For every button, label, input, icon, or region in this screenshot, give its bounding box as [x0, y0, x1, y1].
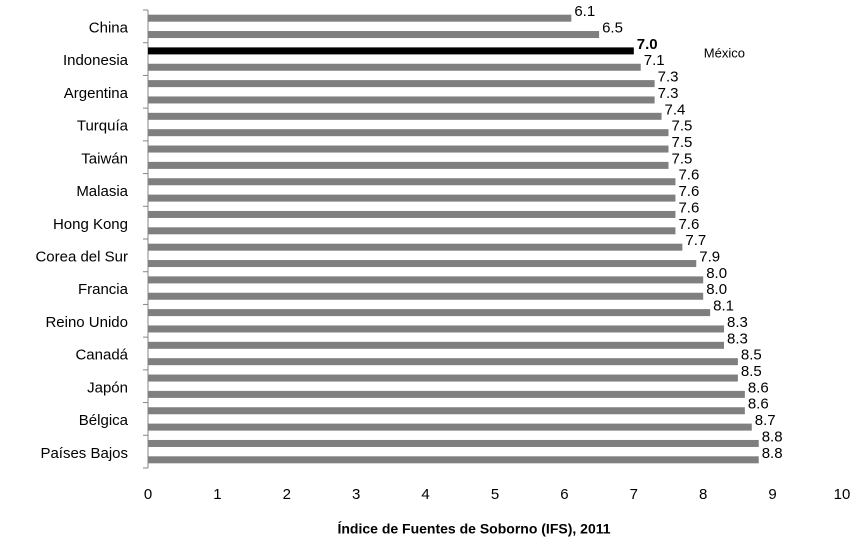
value-label: 7.6 [678, 199, 699, 216]
bar [148, 47, 634, 55]
x-tick-label: 9 [768, 486, 776, 503]
bar [148, 292, 704, 300]
y-tick-label: Canadá [75, 347, 128, 364]
y-tick-label: Bélgica [79, 412, 129, 429]
value-label: 8.5 [741, 363, 762, 380]
bar [148, 260, 697, 268]
value-label: 7.5 [672, 118, 693, 135]
value-label: 7.6 [678, 183, 699, 200]
value-label: 8.0 [706, 281, 727, 298]
bar [148, 80, 655, 88]
value-label: 8.6 [748, 379, 769, 396]
bar [148, 243, 683, 251]
bar [148, 31, 600, 39]
value-label: 7.0 [637, 36, 658, 53]
value-label: 6.5 [602, 20, 623, 37]
bar [148, 358, 738, 366]
value-label: 8.1 [713, 298, 734, 315]
value-label: 8.8 [762, 428, 783, 445]
x-axis-label: Índice de Fuentes de Soborno (IFS), 2011 [337, 521, 610, 537]
y-tick-label: Francia [78, 281, 129, 298]
bar [148, 276, 704, 284]
x-tick-label: 1 [213, 486, 221, 503]
bar [148, 96, 655, 104]
value-label: 8.3 [727, 314, 748, 331]
x-tick-label: 3 [352, 486, 360, 503]
value-label: 8.0 [706, 265, 727, 282]
value-label: 7.3 [658, 85, 679, 102]
bar [148, 161, 669, 169]
value-label: 8.6 [748, 396, 769, 413]
value-label: 8.8 [762, 445, 783, 462]
bar [148, 325, 725, 333]
bar [148, 145, 669, 153]
bar [148, 63, 641, 71]
bar [148, 227, 676, 235]
y-tick-label: Japón [87, 379, 128, 396]
x-tick-label: 2 [283, 486, 291, 503]
y-tick-label: Taiwán [81, 150, 128, 167]
y-tick-label: Indonesia [63, 52, 129, 69]
x-tick-label: 4 [421, 486, 429, 503]
bar [148, 390, 745, 398]
y-tick-label: Países Bajos [40, 445, 128, 462]
annotation: México [704, 45, 745, 60]
y-tick-label: Corea del Sur [35, 249, 128, 266]
y-tick-label: Hong Kong [53, 216, 128, 233]
value-label: 8.5 [741, 347, 762, 364]
value-label: 7.7 [685, 232, 706, 249]
value-label: 8.3 [727, 330, 748, 347]
bar [148, 178, 676, 186]
bar [148, 407, 745, 415]
bar [148, 423, 752, 431]
value-label: 7.4 [665, 101, 686, 118]
x-tick-label: 7 [630, 486, 638, 503]
value-label: 7.1 [644, 52, 665, 69]
bar [148, 309, 711, 317]
value-label: 7.6 [678, 167, 699, 184]
value-label: 7.5 [672, 150, 693, 167]
bar [148, 14, 572, 22]
bar [148, 194, 676, 202]
x-tick-label: 10 [834, 486, 851, 503]
value-label: 7.3 [658, 69, 679, 86]
x-tick-label: 6 [560, 486, 568, 503]
bar [148, 112, 662, 120]
y-tick-label: Malasia [76, 183, 128, 200]
y-tick-label: China [89, 20, 129, 37]
value-label: 8.7 [755, 412, 776, 429]
x-tick-label: 0 [144, 486, 152, 503]
bar [148, 439, 759, 447]
bar [148, 456, 759, 464]
bar [148, 341, 725, 349]
value-label: 7.9 [699, 249, 720, 266]
x-tick-label: 8 [699, 486, 707, 503]
x-tick-label: 5 [491, 486, 499, 503]
value-label: 7.6 [678, 216, 699, 233]
y-tick-label: Argentina [64, 85, 129, 102]
y-tick-label: Reino Unido [45, 314, 128, 331]
y-tick-label: Turquía [77, 118, 129, 135]
bar [148, 374, 738, 382]
value-label: 7.5 [672, 134, 693, 151]
value-label: 6.1 [574, 3, 595, 20]
bar [148, 210, 676, 218]
bar [148, 129, 669, 137]
